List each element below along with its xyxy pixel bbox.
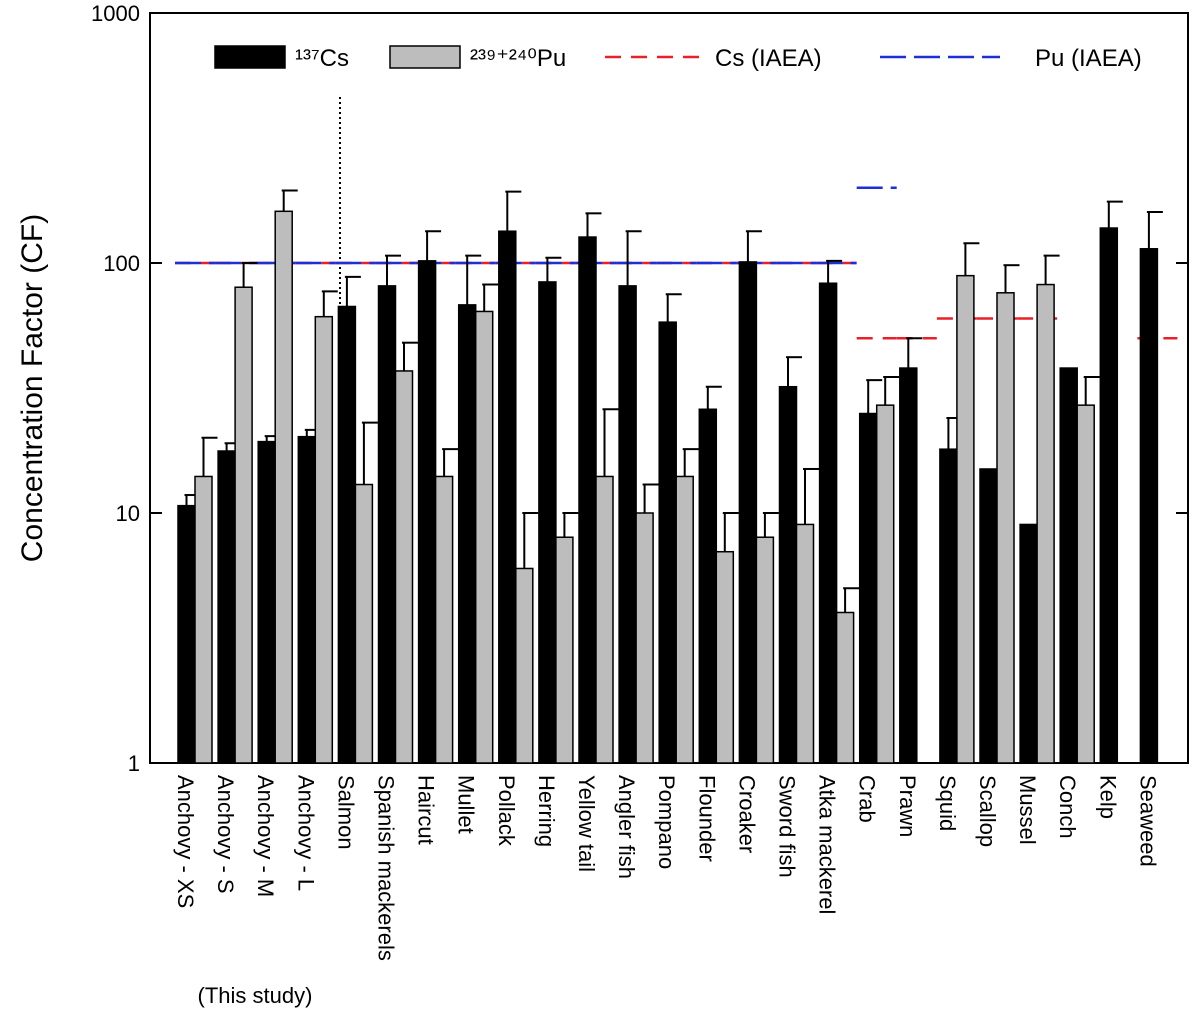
bar xyxy=(835,611,855,764)
x-tick-label: Scallop xyxy=(975,775,1000,847)
bar xyxy=(177,504,196,764)
bar xyxy=(738,261,758,764)
bar xyxy=(956,274,975,764)
x-tick-label: Pompano xyxy=(654,775,679,869)
bar xyxy=(675,475,694,764)
x-tick-label: Conch xyxy=(1055,775,1080,839)
bar xyxy=(354,483,374,764)
bar xyxy=(337,305,357,764)
bar xyxy=(417,260,437,764)
bar xyxy=(795,523,815,764)
x-tick-label: Mullet xyxy=(454,775,479,834)
legend-label: ¹³⁷Cs xyxy=(295,45,349,72)
bar xyxy=(778,385,798,764)
x-tick-label: Flounder xyxy=(694,775,719,862)
y-axis-label: Concentration Factor (CF) xyxy=(16,214,49,562)
bar xyxy=(755,536,775,764)
bar xyxy=(618,285,637,764)
x-tick-label: Squid xyxy=(935,775,960,831)
legend-label: ²³⁹⁺²⁴⁰Pu xyxy=(470,45,566,72)
bar xyxy=(595,475,614,764)
x-tick-label: Mussel xyxy=(1015,775,1040,845)
bar xyxy=(858,412,878,764)
bar xyxy=(555,536,574,764)
legend-label: Pu (IAEA) xyxy=(1035,45,1142,72)
y-tick-label: 10 xyxy=(116,501,140,526)
bar xyxy=(979,468,998,764)
bar xyxy=(377,285,397,764)
x-tick-label: Angler fish xyxy=(614,775,639,879)
bar xyxy=(194,475,213,764)
bar xyxy=(274,210,293,764)
bar xyxy=(875,404,895,764)
legend-swatch xyxy=(214,45,286,69)
bar xyxy=(434,475,454,764)
bar xyxy=(899,367,918,764)
x-tick-label: Spanish mackerels xyxy=(374,775,399,961)
bar xyxy=(1059,367,1078,764)
bar xyxy=(698,408,718,764)
bar xyxy=(818,282,838,764)
bar xyxy=(314,315,334,764)
x-tick-label: Salmon xyxy=(333,775,358,850)
x-tick-label: Herring xyxy=(534,775,559,847)
x-tick-label: Yellow tail xyxy=(574,775,599,872)
bar xyxy=(257,440,276,764)
x-tick-label: Croaker xyxy=(734,775,759,853)
bar xyxy=(394,370,414,764)
bar xyxy=(635,512,654,764)
bar xyxy=(1076,404,1095,764)
y-tick-label: 1000 xyxy=(91,1,140,26)
x-tick-label: Anchovy - M xyxy=(253,775,278,897)
bar xyxy=(1139,248,1159,764)
bar xyxy=(578,236,597,764)
bar xyxy=(538,281,557,764)
bar xyxy=(498,230,517,764)
x-tick-label: Haircut xyxy=(414,775,439,845)
y-tick-label: 1 xyxy=(128,751,140,776)
bar xyxy=(1036,283,1055,764)
bar xyxy=(1019,523,1038,764)
x-tick-label: Crab xyxy=(855,775,880,823)
x-tick-label: Kelp xyxy=(1095,775,1120,819)
bar xyxy=(457,304,477,764)
annotation: (This study) xyxy=(198,983,313,1008)
x-tick-label: Seaweed xyxy=(1135,775,1160,867)
x-tick-label: Anchovy - XS xyxy=(173,775,198,908)
bar xyxy=(515,567,534,764)
bar xyxy=(234,286,253,764)
bar xyxy=(1099,227,1119,764)
legend-label: Cs (IAEA) xyxy=(715,45,822,72)
x-tick-label: Prawn xyxy=(895,775,920,837)
bar xyxy=(658,321,677,764)
x-tick-label: Atka mackerel xyxy=(815,775,840,914)
bar xyxy=(939,448,958,764)
bar xyxy=(217,450,236,764)
x-tick-label: Sword fish xyxy=(775,775,800,878)
legend-swatch xyxy=(389,45,461,69)
y-tick-label: 100 xyxy=(103,251,140,276)
bar xyxy=(715,550,735,764)
x-tick-label: Pollack xyxy=(494,775,519,847)
x-tick-label: Anchovy - S xyxy=(213,775,238,894)
bar xyxy=(297,435,317,764)
x-tick-label: Anchovy - L xyxy=(293,775,318,891)
bar xyxy=(474,310,494,764)
bar xyxy=(996,292,1015,764)
